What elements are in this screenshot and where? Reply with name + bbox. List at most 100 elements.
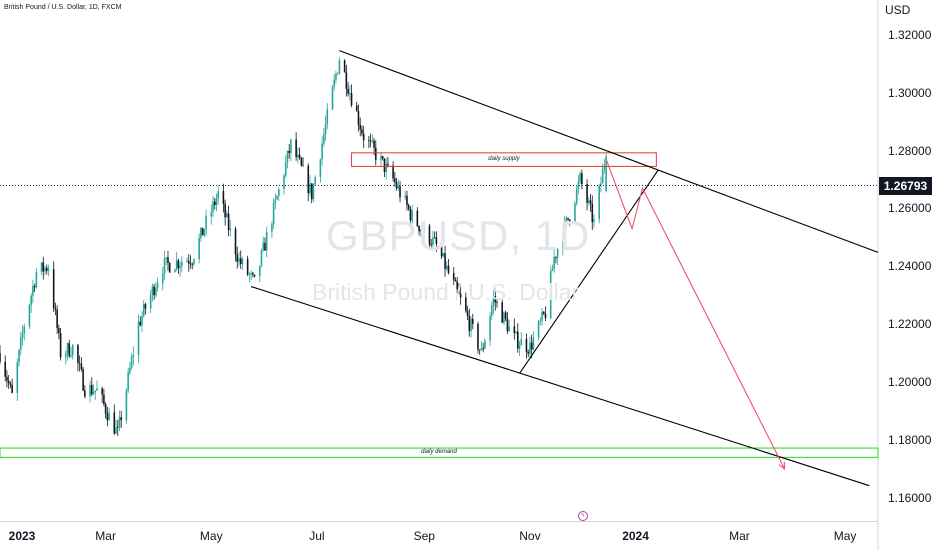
candle-body xyxy=(139,321,142,326)
candle-body xyxy=(288,150,291,153)
candle-body xyxy=(465,297,467,311)
candle-body xyxy=(343,60,346,73)
candle-body xyxy=(374,147,377,160)
candle-body xyxy=(129,367,131,373)
candle-body xyxy=(347,88,349,94)
candle-body xyxy=(338,60,341,73)
projection-path xyxy=(605,159,785,470)
candle-body xyxy=(23,326,26,334)
candle-body xyxy=(213,201,216,206)
candle-body xyxy=(286,150,289,163)
candle-body xyxy=(506,318,509,332)
candle-body xyxy=(130,356,133,368)
candle-body xyxy=(70,355,72,357)
candle-body xyxy=(163,258,166,274)
candle-body xyxy=(52,269,55,309)
plot-area[interactable] xyxy=(0,0,878,521)
candle-body xyxy=(44,267,46,272)
candle-body xyxy=(258,265,261,277)
candle-body xyxy=(125,390,128,421)
candle-body xyxy=(491,305,493,317)
candle-body xyxy=(113,412,116,434)
candle-body xyxy=(66,343,69,354)
candle-body xyxy=(241,259,244,265)
candle-body xyxy=(179,265,181,269)
candle-body xyxy=(137,321,140,355)
price-tick-label: 1.20000 xyxy=(888,375,932,390)
candle-body xyxy=(155,287,157,296)
candle-body xyxy=(409,209,412,221)
currency-label[interactable]: USD xyxy=(885,3,911,17)
candle-body xyxy=(165,257,168,259)
candle-body xyxy=(515,331,517,334)
candle-body xyxy=(264,242,266,251)
candle-body xyxy=(598,185,600,220)
candle-body xyxy=(442,253,445,257)
candle-body xyxy=(482,348,484,350)
candle-body xyxy=(33,285,36,288)
candle-body xyxy=(350,93,353,106)
candle-body xyxy=(387,163,389,166)
candle-body xyxy=(11,384,13,393)
candle-body xyxy=(283,175,285,190)
candle-body xyxy=(501,302,504,323)
candle-body xyxy=(314,177,316,185)
candle-body xyxy=(369,140,372,142)
candle-body xyxy=(229,228,232,230)
candle-body xyxy=(480,348,483,350)
candle-body xyxy=(260,250,263,266)
candle-body xyxy=(0,353,1,362)
time-tick-label: Nov xyxy=(519,529,541,543)
candle-body xyxy=(456,281,458,290)
price-tick-label: 1.30000 xyxy=(888,85,932,100)
candle-body xyxy=(298,154,301,159)
candle-body xyxy=(503,312,505,323)
candle-body xyxy=(494,295,497,303)
candle-body xyxy=(416,210,419,226)
candle-body xyxy=(579,173,581,182)
candle-body xyxy=(265,231,268,251)
candle-body xyxy=(492,295,495,306)
candle-body xyxy=(227,213,230,230)
candle-body xyxy=(520,338,523,346)
candle-body xyxy=(530,342,533,350)
candle-body xyxy=(381,156,384,159)
candle-body xyxy=(181,262,183,266)
candle-body xyxy=(445,265,448,270)
candle-body xyxy=(104,404,107,414)
candle-body xyxy=(252,272,254,275)
candle-body xyxy=(565,217,568,222)
candle-body xyxy=(331,86,334,110)
candle-body xyxy=(471,318,474,324)
candle-body xyxy=(168,263,171,273)
candle-body xyxy=(142,304,145,316)
candle-body xyxy=(239,258,242,265)
candle-body xyxy=(54,308,57,310)
candle-body xyxy=(568,219,571,222)
candle-body xyxy=(562,241,564,250)
candle-body xyxy=(508,326,510,332)
candle-body xyxy=(319,159,322,178)
candle-body xyxy=(103,394,105,405)
candle-body xyxy=(234,228,237,255)
daily-demand-zone xyxy=(0,447,879,458)
candle-body xyxy=(428,225,431,245)
candle-body xyxy=(586,184,588,203)
candle-body xyxy=(333,79,336,87)
time-tick-label: Jul xyxy=(309,529,325,543)
candle-body xyxy=(300,158,303,166)
candle-body xyxy=(30,295,32,305)
lightning-icon[interactable]: ϟ xyxy=(578,511,588,521)
candle-body xyxy=(601,168,604,184)
candle-body xyxy=(132,354,135,357)
candle-body xyxy=(575,188,578,204)
candle-body xyxy=(59,333,62,358)
candle-body xyxy=(551,268,554,271)
candle-body xyxy=(78,363,81,364)
time-tick-label: Mar xyxy=(95,529,116,543)
candle-body xyxy=(397,186,400,189)
candle-body xyxy=(89,384,91,397)
candle-body xyxy=(556,249,559,258)
candle-body xyxy=(447,265,450,273)
